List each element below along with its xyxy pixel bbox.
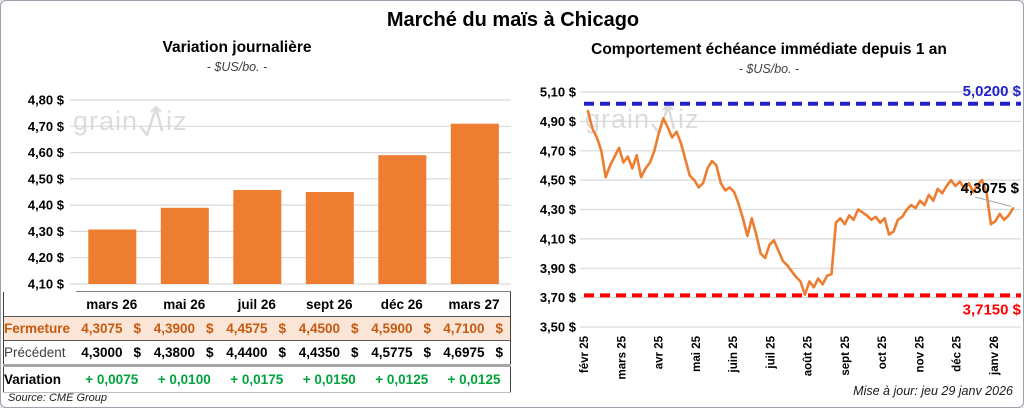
x-axis-tick-label: mai 25: [691, 335, 703, 371]
table-cell: + 0,0100: [148, 365, 221, 393]
price-series-line: [586, 109, 1015, 296]
bar-mars 26: [88, 229, 137, 284]
contract-month-header: mars 27: [438, 291, 511, 317]
y-axis-tick-label: 5,10 $: [540, 85, 577, 100]
contract-month-header: sept 26: [293, 291, 366, 317]
x-axis-tick-label: nov 25: [915, 335, 927, 372]
callout-leader-line: [974, 196, 1012, 207]
y-axis-tick-label: 3,70 $: [540, 290, 577, 305]
x-axis-tick-label: janv 26: [989, 336, 1001, 376]
y-axis-tick-label: 4,50 $: [540, 173, 577, 188]
contract-month-header: mai 26: [148, 291, 221, 317]
watermark-text: grain: [585, 103, 651, 134]
x-axis-tick-label: déc 25: [952, 335, 964, 371]
table-cell: 4,3000 $: [75, 340, 148, 367]
bar-chart-title: Variation journalière: [162, 39, 312, 56]
source-note: Source: CME Group: [8, 392, 108, 404]
bar-déc 26: [378, 155, 427, 284]
bar-chart-subtitle: - $US/bo. -: [206, 60, 268, 74]
table-row-prev: Précédent 4,3000 $4,3800 $4,4400 $4,4350 $4,5…: [3, 340, 511, 367]
line-chart-subtitle: - $US/bo. -: [738, 62, 800, 76]
table-cell: 4,4350 $: [293, 340, 366, 367]
bar-chart: 4,80 $ 4,70 $ 4,60 $ 4,50 $ 4,40 $ 4,30 $ 4,20…: [28, 93, 511, 292]
table-cell: 4,4400 $: [220, 340, 293, 367]
row-label: Précédent: [3, 340, 76, 367]
watermark-text: iz: [678, 103, 700, 134]
table-cell: 4,5775 $: [365, 340, 438, 367]
y-axis-tick-label: 4,80 $: [28, 93, 65, 108]
table-cell: 4,3800 $: [148, 340, 221, 367]
contract-month-header: mars 26: [75, 291, 148, 317]
table-corner-cell: [4, 292, 76, 317]
x-axis-tick-label: avr 25: [654, 335, 666, 369]
update-date: Mise à jour: jeu 29 janv 2026: [853, 384, 1013, 398]
low-threshold-label: 3,7150 $: [963, 301, 1022, 318]
table-cell: 4,3900 $: [148, 316, 221, 341]
y-axis-tick-label: 3,50 $: [540, 320, 577, 335]
table-row-var: Variation + 0,0075 + 0,0100 + 0,0175 + 0,015…: [3, 365, 511, 393]
y-axis-tick-label: 4,90 $: [540, 114, 577, 129]
table-cell: 4,3075 $: [75, 316, 148, 341]
table-cell: 4,6975 $: [438, 340, 511, 367]
page-title: Marché du maïs à Chicago: [386, 9, 640, 31]
line-chart-title: Comportement échéance immédiate depuis 1…: [591, 41, 947, 58]
last-price-label: 4,3075 $: [961, 180, 1020, 197]
y-axis-tick-label: 4,70 $: [28, 119, 65, 134]
row-label: Fermeture: [3, 316, 76, 341]
x-axis-tick-label: oct 25: [877, 335, 889, 369]
table-header-row: mars 26 mai 26 juil 26 sept 26 déc 26 mars 27: [4, 291, 511, 317]
x-axis-tick-label: juil 25: [765, 335, 777, 369]
contract-month-header: déc 26: [365, 291, 438, 317]
table-cell: + 0,0150: [293, 365, 366, 393]
contract-month-header: juil 26: [220, 291, 293, 317]
x-axis-tick-label: juin 25: [728, 335, 740, 373]
y-axis-tick-label: 4,30 $: [28, 224, 65, 239]
x-axis-tick-label: mars 25: [616, 335, 628, 379]
table-cell: + 0,0125: [438, 365, 511, 393]
bar-juil 26: [233, 190, 282, 284]
bar-mars 27: [450, 123, 499, 284]
y-axis-tick-label: 3,90 $: [540, 261, 577, 276]
y-axis-tick-label: 4,40 $: [28, 198, 65, 213]
watermark-text: grain: [73, 105, 139, 136]
bar-mai 26: [160, 207, 209, 284]
x-axis-tick-label: sept 25: [840, 335, 852, 375]
table-row-close: Fermeture 4,3075 $4,3900 $4,4575 $4,4500 $4,5…: [3, 316, 511, 341]
high-threshold-label: 5,0200 $: [963, 83, 1022, 100]
y-axis-tick-label: 4,10 $: [540, 231, 577, 246]
row-label: Variation: [3, 365, 76, 393]
y-axis-tick-label: 4,30 $: [540, 202, 577, 217]
grainwiz-watermark: grain iz: [73, 105, 188, 137]
table-cell: 4,4500 $: [293, 316, 366, 341]
table-cell: 4,4575 $: [220, 316, 293, 341]
x-axis-tick-label: août 25: [803, 335, 815, 376]
futures-quotes-table: mars 26 mai 26 juil 26 sept 26 déc 26 mars 27…: [3, 291, 511, 393]
y-axis-tick-label: 4,10 $: [28, 277, 65, 292]
y-axis-tick-label: 4,50 $: [28, 171, 65, 186]
zigzag-line-icon: [139, 105, 164, 137]
y-axis-tick-label: 4,70 $: [540, 143, 577, 158]
table-cell: + 0,0175: [220, 365, 293, 393]
y-axis-tick-label: 4,20 $: [28, 250, 65, 265]
table-cell: + 0,0075: [75, 365, 148, 393]
table-cell: + 0,0125: [365, 365, 438, 393]
y-axis-tick-label: 4,60 $: [28, 145, 65, 160]
watermark-text: iz: [166, 105, 188, 136]
table-cell: 4,5900 $: [365, 316, 438, 341]
bar-sept 26: [305, 192, 354, 284]
line-chart: 5,10 $ 4,90 $ 4,70 $ 4,50 $ 4,30 $ 4,10 $ 3,90…: [540, 83, 1022, 380]
x-axis-tick-label: févr 25: [579, 335, 591, 373]
table-cell: 4,7100 $: [438, 316, 511, 341]
